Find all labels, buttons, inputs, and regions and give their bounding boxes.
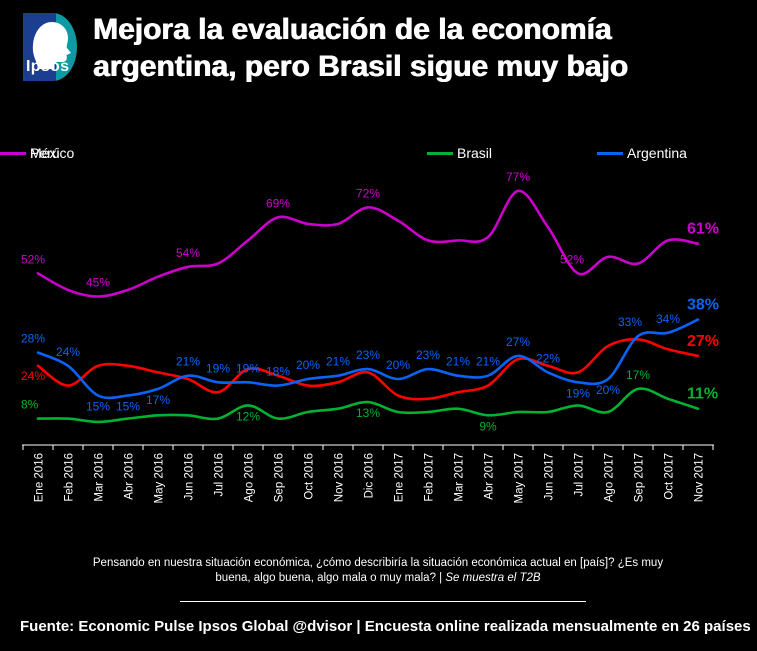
svg-text:21%: 21% xyxy=(476,355,500,369)
svg-text:Ago 2016: Ago 2016 xyxy=(244,453,256,502)
t2b-note: Se muestra el T2B xyxy=(445,572,541,584)
svg-text:45%: 45% xyxy=(86,276,110,290)
svg-text:Abr 2016: Abr 2016 xyxy=(124,453,136,500)
svg-text:Oct 2017: Oct 2017 xyxy=(664,453,676,500)
svg-text:15%: 15% xyxy=(116,400,140,414)
svg-text:Abr 2017: Abr 2017 xyxy=(484,453,496,500)
logo-wordmark: Ipsos xyxy=(26,58,70,75)
legend-label-brasil: Brasil xyxy=(457,145,493,161)
svg-text:61%: 61% xyxy=(687,221,719,238)
profile-icon xyxy=(32,22,71,69)
svg-text:38%: 38% xyxy=(687,297,719,314)
svg-text:27%: 27% xyxy=(506,335,530,349)
svg-text:18%: 18% xyxy=(266,365,290,379)
svg-text:8%: 8% xyxy=(21,398,39,412)
peru-line-swatch xyxy=(0,151,26,155)
divider-line xyxy=(180,601,586,602)
svg-text:23%: 23% xyxy=(416,348,440,362)
svg-text:19%: 19% xyxy=(566,386,590,400)
svg-text:Dic 2016: Dic 2016 xyxy=(364,453,376,498)
svg-text:Mar 2016: Mar 2016 xyxy=(94,453,106,502)
svg-text:19%: 19% xyxy=(206,361,230,375)
svg-text:52%: 52% xyxy=(560,252,584,266)
svg-text:17%: 17% xyxy=(626,368,650,382)
svg-text:12%: 12% xyxy=(236,409,260,423)
question-line-1: Pensando en nuestra situación económica,… xyxy=(92,557,664,569)
legend-label-mexico: México xyxy=(30,145,75,161)
title-line-1: Mejora la evaluación de la economía xyxy=(93,13,612,46)
svg-text:Ene 2016: Ene 2016 xyxy=(34,453,46,502)
svg-text:28%: 28% xyxy=(21,332,45,346)
svg-text:69%: 69% xyxy=(266,196,290,210)
svg-text:Nov 2017: Nov 2017 xyxy=(694,453,706,502)
argentina-line-swatch xyxy=(597,151,623,155)
legend-item-brasil: Brasil xyxy=(427,146,492,160)
question-line-2: buena, algo buena, algo mala o muy mala?… xyxy=(215,572,541,584)
svg-text:Jun 2016: Jun 2016 xyxy=(184,453,196,500)
svg-text:Sep 2016: Sep 2016 xyxy=(274,453,286,502)
page-title: Mejora la evaluación de la economía arge… xyxy=(93,11,628,85)
legend-label-peru: Perú xyxy=(30,145,60,161)
source-text: Fuente: Economic Pulse Ipsos Global @dvi… xyxy=(20,618,751,635)
svg-text:Sep 2017: Sep 2017 xyxy=(634,453,646,502)
svg-text:19%: 19% xyxy=(236,361,260,375)
svg-text:24%: 24% xyxy=(56,345,80,359)
svg-text:33%: 33% xyxy=(618,315,642,329)
svg-text:Jun 2017: Jun 2017 xyxy=(544,453,556,500)
svg-text:23%: 23% xyxy=(356,348,380,362)
svg-text:20%: 20% xyxy=(296,358,320,372)
svg-text:24%: 24% xyxy=(21,369,45,383)
svg-text:21%: 21% xyxy=(446,355,470,369)
svg-text:52%: 52% xyxy=(21,252,45,266)
svg-text:17%: 17% xyxy=(146,393,170,407)
svg-text:Oct 2016: Oct 2016 xyxy=(304,453,316,500)
svg-text:77%: 77% xyxy=(506,170,530,184)
svg-text:Mar 2017: Mar 2017 xyxy=(454,453,466,502)
svg-text:9%: 9% xyxy=(479,419,497,433)
svg-text:21%: 21% xyxy=(326,355,350,369)
svg-text:11%: 11% xyxy=(687,386,718,403)
ipsos-logo: Ipsos xyxy=(23,13,77,81)
brasil-line-swatch xyxy=(427,151,453,155)
svg-text:15%: 15% xyxy=(86,400,110,414)
svg-text:22%: 22% xyxy=(536,351,560,365)
svg-text:34%: 34% xyxy=(656,312,680,326)
question-text: Pensando en nuestra situación económica,… xyxy=(28,556,728,586)
legend-item-peru: Perú xyxy=(0,146,60,160)
svg-text:21%: 21% xyxy=(176,355,200,369)
svg-text:20%: 20% xyxy=(596,383,620,397)
svg-text:27%: 27% xyxy=(687,333,719,350)
svg-text:May 2016: May 2016 xyxy=(154,453,166,504)
svg-text:54%: 54% xyxy=(176,246,200,260)
svg-text:Ene 2017: Ene 2017 xyxy=(394,453,406,502)
svg-text:Jul 2016: Jul 2016 xyxy=(214,453,226,496)
svg-text:20%: 20% xyxy=(386,358,410,372)
svg-text:Nov 2016: Nov 2016 xyxy=(334,453,346,502)
svg-text:Feb 2017: Feb 2017 xyxy=(424,453,436,502)
svg-text:13%: 13% xyxy=(356,406,380,420)
legend-item-argentina: Argentina xyxy=(597,146,687,160)
svg-text:Jul 2017: Jul 2017 xyxy=(574,453,586,496)
svg-text:72%: 72% xyxy=(356,186,380,200)
title-line-2: argentina, pero Brasil sigue muy bajo xyxy=(93,50,629,83)
svg-text:May 2017: May 2017 xyxy=(514,453,526,504)
svg-text:Ago 2017: Ago 2017 xyxy=(604,453,616,502)
legend-label-argentina: Argentina xyxy=(627,145,687,161)
svg-text:Feb 2016: Feb 2016 xyxy=(64,453,76,502)
